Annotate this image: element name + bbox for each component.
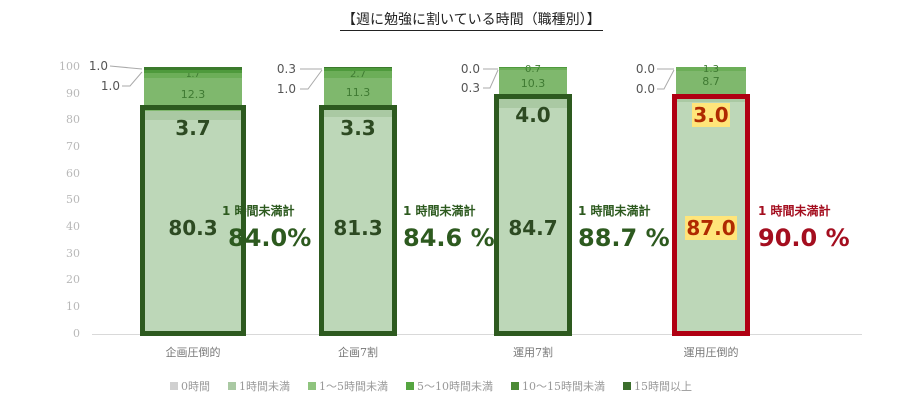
y-tick: 20 [66,273,80,286]
legend-swatch [228,382,236,390]
lt1-hours-value: 80.3 [168,216,218,240]
label-10-15: 0.3 [460,81,480,95]
legend-swatch [170,382,178,390]
segment-label: 12.3 [180,88,206,101]
label-10-15: 1.0 [100,79,120,93]
highlight-frame: 4.0 84.7 [494,94,572,336]
bar-segment-1-5: 10.3 [499,70,567,97]
legend: 0時間 1時間未満 1～5時間未満 5～10時間未満 10～15時間未満 15時… [170,378,692,394]
y-tick: 50 [66,193,80,206]
category-label: 企画7割 [338,346,378,359]
segment-label: 0.7 [525,64,541,75]
label-10-15: 0.0 [635,82,655,96]
lt1-hours-text: 87.0 [685,216,737,240]
segment-label: 10.3 [520,77,546,90]
bar-segment-lt1 [144,120,242,334]
bar-segment-10-15 [499,67,567,68]
segment-label: 1.7 [185,70,201,80]
legend-swatch [623,382,631,390]
highlight-frame-red: 3.0 87.0 [672,94,750,336]
y-tick: 70 [66,140,80,153]
sum-value: 84.0% [228,224,312,252]
label-15plus: 0.0 [635,62,655,76]
legend-label: 1時間未満 [239,380,290,393]
label-10-15: 1.0 [276,82,296,96]
sum-value: 88.7 % [578,224,670,252]
legend-item: 1～5時間未満 [308,378,388,394]
legend-item: 0時間 [170,378,210,394]
sum-label: 1 時間未満計 [403,204,476,218]
legend-label: 10～15時間未満 [522,380,605,393]
y-tick: 0 [73,327,80,340]
sum-label: 1 時間未満計 [222,204,295,218]
sum-value: 84.6 % [403,224,495,252]
bar-segment-1-5: 8.7 [676,71,746,94]
y-tick: 60 [66,167,80,180]
legend-item: 1時間未満 [228,378,290,394]
bar-segment-zero [499,97,567,108]
zero-hours-value: 3.0 [677,103,745,127]
bar-segment-5-10: 2.7 [324,69,392,80]
bar-segment-lt1 [499,108,567,334]
highlight-frame: 3.3 81.3 [319,105,397,336]
bar-segment-lt1 [324,117,392,334]
bar-segment-zero [144,110,242,120]
bar-segment-5-10: 1.7 [144,70,242,80]
y-tick: 30 [66,247,80,260]
legend-label: 0時間 [181,380,210,393]
legend-label: 5～10時間未満 [417,380,493,393]
legend-swatch [308,382,316,390]
bar-segment-15plus [324,67,392,68]
label-15plus: 1.0 [88,59,108,73]
legend-swatch [511,382,519,390]
legend-label: 1～5時間未満 [319,380,388,393]
lt1-hours-value: 81.3 [333,216,383,240]
legend-label: 15時間以上 [634,380,692,393]
segment-label: 2.7 [350,69,366,80]
legend-swatch [406,382,414,390]
lt1-hours-value: 87.0 [677,216,745,240]
bar-segment-10-15 [144,70,242,73]
bar-segment-zero [324,108,392,117]
segment-label: 8.7 [702,75,720,88]
y-tick: 80 [66,113,80,126]
zero-hours-value: 3.7 [175,116,211,140]
zero-hours-value: 3.3 [340,116,376,140]
label-15plus: 0.3 [276,62,296,76]
bar-segment-5-10: 1.3 [676,64,746,75]
y-tick: 40 [66,220,80,233]
sum-label: 1 時間未満計 [578,204,651,218]
bar-segment-5-10: 0.7 [499,64,567,75]
chart-title: 【週に勉強に割いている時間（職種別）】 [340,9,603,31]
legend-item: 10～15時間未満 [511,378,605,394]
segment-label: 1.3 [703,64,719,75]
zero-hours-text: 3.0 [692,103,730,127]
zero-hours-value: 4.0 [515,103,551,127]
category-label: 企画圧倒的 [165,346,221,359]
lt1-hours-value: 84.7 [508,216,558,240]
category-label: 運用圧倒的 [683,346,739,359]
sum-value: 90.0 % [758,224,850,252]
legend-item: 15時間以上 [623,378,692,394]
x-axis-line [92,334,862,335]
highlight-frame: 3.7 80.3 [140,105,246,336]
y-tick: 90 [66,87,80,100]
y-tick: 10 [66,300,80,313]
bar-segment-10-15 [324,68,392,71]
bar-segment-1-5: 11.3 [324,78,392,108]
bar-segment-15plus [144,67,242,70]
category-label: 運用7割 [513,346,553,359]
label-15plus: 0.0 [460,62,480,76]
y-tick: 100 [59,60,80,73]
legend-item: 5～10時間未満 [406,378,493,394]
segment-label: 11.3 [345,86,371,99]
sum-label: 1 時間未満計 [758,204,831,218]
